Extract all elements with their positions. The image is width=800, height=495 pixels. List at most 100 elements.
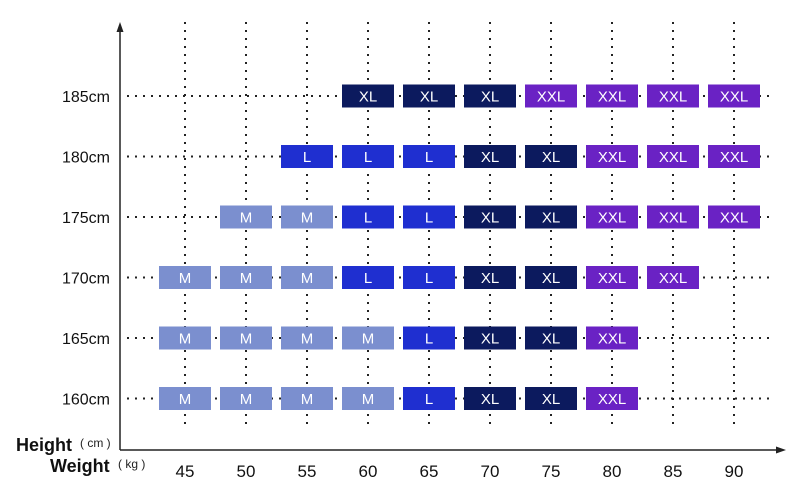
size-cell-box bbox=[281, 145, 333, 168]
size-cell-box bbox=[586, 326, 638, 350]
weight-label: 85 bbox=[664, 462, 683, 481]
size-cells: XL XL XL XXL XXL XXL XXL L L L XL XL XXL XXL XXL M M L L XL… bbox=[159, 84, 760, 410]
size-cell-l: L bbox=[342, 205, 394, 229]
size-cell-box bbox=[464, 205, 516, 229]
size-cell-xxl: XXL bbox=[647, 266, 699, 289]
size-cell-l: L bbox=[342, 266, 394, 289]
size-cell-label: XL bbox=[359, 89, 377, 106]
height-labels: 160cm 165cm 170cm 175cm 180cm 185cm bbox=[62, 89, 110, 409]
size-cell-box bbox=[403, 387, 455, 410]
size-cell-box bbox=[647, 84, 699, 108]
size-cell-label: M bbox=[240, 391, 253, 408]
weight-label: 75 bbox=[542, 462, 561, 481]
size-cell-xl: XL bbox=[525, 326, 577, 350]
size-cell-label: XL bbox=[542, 391, 560, 408]
size-cell-xl: XL bbox=[464, 387, 516, 410]
size-cell-label: XL bbox=[542, 331, 560, 348]
size-cell-label: XXL bbox=[720, 89, 748, 106]
size-cell-label: XL bbox=[481, 331, 499, 348]
size-cell-xxl: XXL bbox=[586, 145, 638, 168]
size-cell-label: XXL bbox=[537, 89, 565, 106]
size-cell-m: M bbox=[159, 326, 211, 350]
size-cell-label: M bbox=[179, 270, 192, 287]
size-cell-box bbox=[281, 205, 333, 229]
size-cell-m: M bbox=[220, 387, 272, 410]
size-cell-label: XL bbox=[481, 270, 499, 287]
size-cell-xxl: XXL bbox=[586, 205, 638, 229]
size-cell-l: L bbox=[403, 145, 455, 168]
size-cell-box bbox=[525, 205, 577, 229]
weight-label: 90 bbox=[725, 462, 744, 481]
size-cell-label: M bbox=[301, 270, 314, 287]
weight-label: 70 bbox=[481, 462, 500, 481]
size-cell-label: XXL bbox=[659, 270, 687, 287]
size-cell-xl: XL bbox=[464, 326, 516, 350]
size-cell-xl: XL bbox=[342, 84, 394, 108]
size-cell-m: M bbox=[220, 205, 272, 229]
size-cell-label: L bbox=[303, 149, 311, 166]
size-cell-xxl: XXL bbox=[586, 387, 638, 410]
size-cell-box bbox=[586, 387, 638, 410]
size-cell-label: XL bbox=[481, 149, 499, 166]
size-cell-label: XXL bbox=[598, 270, 626, 287]
size-cell-label: XXL bbox=[659, 210, 687, 227]
size-cell-box bbox=[647, 145, 699, 168]
size-cell-box bbox=[525, 326, 577, 350]
size-cell-xl: XL bbox=[464, 145, 516, 168]
size-cell-box bbox=[464, 145, 516, 168]
size-cell-m: M bbox=[281, 326, 333, 350]
size-cell-box bbox=[342, 266, 394, 289]
size-cell-label: XXL bbox=[598, 89, 626, 106]
size-cell-box bbox=[708, 205, 760, 229]
size-cell-l: L bbox=[281, 145, 333, 168]
size-cell-xl: XL bbox=[525, 145, 577, 168]
weight-label: 45 bbox=[176, 462, 195, 481]
size-cell-label: L bbox=[425, 391, 433, 408]
size-cell-label: M bbox=[301, 331, 314, 348]
weight-label: 65 bbox=[420, 462, 439, 481]
size-cell-label: L bbox=[364, 149, 372, 166]
x-axis-arrow bbox=[776, 446, 786, 454]
y-axis-arrow bbox=[116, 22, 124, 32]
size-cell-box bbox=[464, 84, 516, 108]
size-cell-xxl: XXL bbox=[708, 205, 760, 229]
size-cell-label: XL bbox=[542, 210, 560, 227]
size-cell-box bbox=[281, 387, 333, 410]
size-cell-label: XXL bbox=[598, 210, 626, 227]
size-cell-box bbox=[159, 387, 211, 410]
height-label: 165cm bbox=[62, 331, 110, 348]
size-cell-box bbox=[525, 84, 577, 108]
size-cell-label: XXL bbox=[598, 391, 626, 408]
size-cell-label: XL bbox=[420, 89, 438, 106]
size-cell-box bbox=[220, 205, 272, 229]
size-cell-xl: XL bbox=[525, 266, 577, 289]
size-cell-m: M bbox=[342, 326, 394, 350]
size-cell-xxl: XXL bbox=[586, 84, 638, 108]
size-cell-label: L bbox=[425, 270, 433, 287]
size-cell-xxl: XXL bbox=[647, 145, 699, 168]
size-cell-box bbox=[220, 266, 272, 289]
size-cell-box bbox=[525, 266, 577, 289]
size-cell-box bbox=[342, 84, 394, 108]
size-cell-box bbox=[403, 326, 455, 350]
size-cell-box bbox=[403, 84, 455, 108]
size-cell-box bbox=[342, 387, 394, 410]
size-cell-xxl: XXL bbox=[708, 84, 760, 108]
size-cell-xxl: XXL bbox=[708, 145, 760, 168]
height-label: 160cm bbox=[62, 392, 110, 409]
height-label: 175cm bbox=[62, 210, 110, 227]
size-cell-box bbox=[464, 266, 516, 289]
size-cell-box bbox=[708, 84, 760, 108]
size-cell-box bbox=[220, 387, 272, 410]
size-cell-label: XXL bbox=[598, 149, 626, 166]
size-cell-label: XL bbox=[481, 89, 499, 106]
size-cell-l: L bbox=[403, 387, 455, 410]
size-cell-box bbox=[586, 205, 638, 229]
size-cell-m: M bbox=[342, 387, 394, 410]
size-cell-label: XXL bbox=[659, 89, 687, 106]
size-cell-m: M bbox=[281, 387, 333, 410]
size-cell-label: L bbox=[425, 210, 433, 227]
size-cell-label: M bbox=[240, 210, 253, 227]
size-cell-box bbox=[586, 84, 638, 108]
axes bbox=[116, 22, 786, 454]
